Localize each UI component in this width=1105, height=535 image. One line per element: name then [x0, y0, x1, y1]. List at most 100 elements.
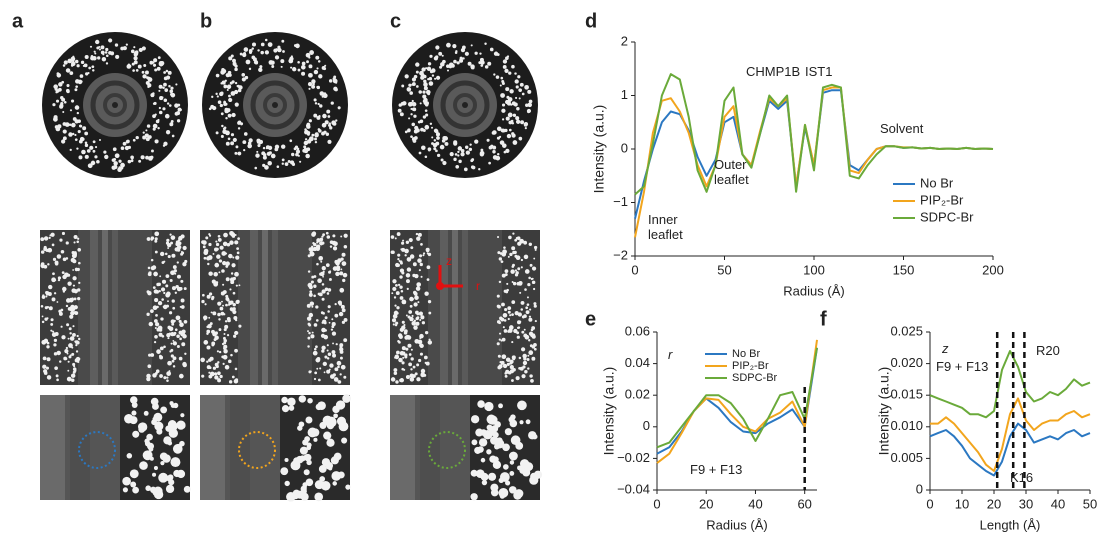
micrograph-ring: [90, 80, 140, 130]
texture: [415, 316, 419, 321]
annotation: R20: [1036, 343, 1060, 358]
texture: [523, 122, 527, 126]
texture: [234, 64, 238, 68]
micrograph-center: [462, 102, 468, 108]
texture: [65, 304, 69, 308]
texture: [406, 257, 412, 262]
texture: [322, 113, 327, 119]
texture: [504, 99, 510, 105]
texture: [341, 261, 347, 266]
texture: [84, 131, 89, 136]
texture: [494, 443, 500, 450]
texture: [159, 374, 163, 378]
texture: [277, 45, 281, 49]
texture: [214, 262, 220, 268]
texture: [260, 42, 265, 47]
texture: [512, 281, 517, 286]
texture: [306, 303, 311, 308]
texture: [154, 372, 158, 375]
texture: [111, 158, 116, 162]
texture: [161, 279, 167, 284]
texture: [71, 122, 76, 128]
annotation-box: z: [942, 341, 949, 356]
texture: [50, 232, 55, 237]
texture: [401, 320, 405, 324]
texture: [176, 111, 181, 116]
texture: [511, 300, 516, 305]
texture: [518, 88, 522, 92]
texture: [225, 261, 230, 266]
texture: [152, 123, 158, 129]
texture: [501, 128, 506, 133]
texture: [158, 472, 169, 483]
texture: [401, 84, 405, 88]
texture: [317, 278, 322, 284]
texture: [339, 373, 342, 376]
texture: [416, 377, 421, 382]
texture: [308, 87, 311, 90]
texture: [343, 245, 348, 249]
texture: [153, 341, 157, 344]
texture: [411, 297, 414, 301]
texture: [307, 270, 311, 273]
texture: [456, 61, 460, 65]
texture: [163, 291, 166, 295]
texture: [215, 240, 218, 243]
texture: [499, 472, 510, 482]
texture: [76, 111, 80, 115]
texture: [255, 153, 260, 158]
micrograph-ring: [250, 80, 300, 130]
texture: [220, 112, 224, 116]
texture: [474, 51, 478, 55]
texture: [152, 305, 158, 311]
x-axis-label: Radius (Å): [783, 283, 844, 298]
texture: [76, 288, 81, 292]
y-axis-label: Intensity (a.u.): [591, 105, 607, 194]
texture: [41, 320, 45, 324]
texture: [393, 371, 398, 376]
texture: [287, 160, 291, 163]
texture: [78, 261, 81, 265]
texture: [80, 80, 83, 83]
texture: [501, 80, 505, 84]
texture: [234, 102, 239, 107]
texture: [80, 60, 85, 65]
texture: [318, 378, 321, 382]
texture: [433, 139, 437, 142]
texture: [126, 453, 133, 459]
texture: [516, 335, 520, 339]
texture: [299, 160, 302, 163]
texture: [148, 353, 152, 357]
texture: [514, 238, 518, 242]
texture: [307, 322, 311, 326]
texture: [152, 286, 156, 290]
x-tick-label: 50: [717, 262, 731, 277]
texture: [336, 360, 342, 366]
texture: [184, 352, 187, 355]
texture: [325, 132, 330, 136]
x-tick-label: 150: [893, 262, 915, 277]
texture: [228, 359, 232, 364]
texture: [518, 356, 522, 360]
texture: [484, 65, 489, 69]
texture: [232, 137, 237, 143]
texture: [163, 141, 168, 146]
texture: [147, 364, 152, 369]
texture: [205, 236, 209, 240]
texture: [510, 119, 514, 123]
texture: [434, 77, 437, 80]
texture: [147, 155, 153, 161]
texture: [395, 321, 399, 325]
texture: [390, 377, 396, 382]
texture: [531, 277, 534, 280]
texture: [397, 258, 400, 261]
texture: [397, 333, 403, 338]
texture: [506, 288, 509, 292]
texture: [327, 288, 332, 292]
texture: [207, 323, 212, 329]
texture: [101, 57, 107, 62]
texture: [420, 243, 423, 246]
texture: [494, 421, 501, 428]
texture: [331, 240, 337, 246]
texture: [145, 485, 152, 492]
